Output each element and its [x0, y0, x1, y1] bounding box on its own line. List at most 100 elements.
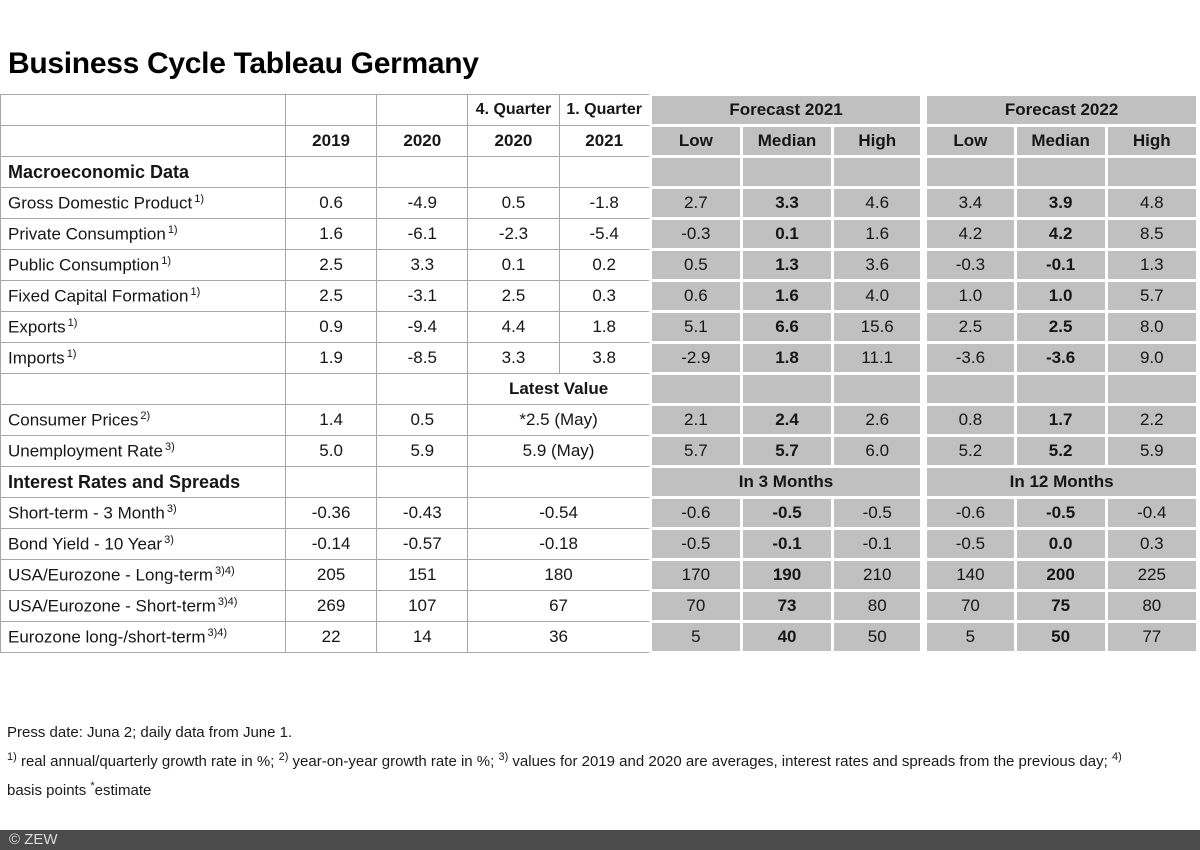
forecast-value-cell: 15.6 — [831, 310, 926, 344]
forecast-value-cell — [920, 372, 1017, 406]
footnote-line-1: 1) real annual/quarterly growth rate in … — [7, 751, 1122, 770]
row-label-cell: Gross Domestic Product 1) — [0, 187, 286, 219]
row-label-text: USA/Eurozone - Short-term — [8, 596, 216, 616]
empty-header-cell — [376, 94, 469, 126]
forecast-value-cell: -3.6 — [920, 341, 1017, 375]
merged-value-cell: 5.9 (May) — [467, 435, 651, 467]
forecast-value-cell: -0.4 — [1104, 496, 1199, 530]
value-cell: 2.5 — [467, 280, 560, 312]
forecast-value-cell: 0.3 — [1104, 527, 1199, 561]
table-row: Private Consumption 1) 1.6 -6.1 -2.3 -5.4 -0.3… — [0, 217, 1199, 251]
footnote-marker: 3)4) — [215, 564, 235, 577]
zew-credit-bar: © ZEW — [0, 830, 1200, 850]
forecast-value-cell: 4.2 — [920, 217, 1017, 251]
forecast-value-cell: -0.5 — [648, 527, 743, 561]
forecast-value-cell: 0.8 — [920, 403, 1017, 437]
footnote-text: year-on-year growth rate in %; — [288, 753, 499, 770]
table-row: Short-term - 3 Month 3) -0.36 -0.43 -0.54 -0.… — [0, 496, 1199, 530]
forecast-value-cell: -0.6 — [648, 496, 743, 530]
row-label-cell: Eurozone long-/short-term 3)4) — [0, 621, 286, 653]
forecast-horizon-header-cell: In 3 Months — [648, 465, 926, 499]
value-cell: -0.43 — [376, 497, 469, 529]
forecast-value-cell — [1013, 155, 1108, 189]
forecast-value-cell: 0.1 — [739, 217, 835, 251]
forecast-value-cell: 3.9 — [1013, 186, 1108, 220]
table-row: USA/Eurozone - Short-term 3)4) 269 107 67 70 7… — [0, 589, 1199, 623]
year-header-cell: 2020 — [467, 125, 560, 157]
forecast-value-cell: 75 — [1013, 589, 1108, 623]
forecast-value-cell: 3.4 — [920, 186, 1017, 220]
year-header-row: 2019 2020 2020 2021 Low Median High Low … — [0, 124, 1199, 158]
latest-value-header-cell: Latest Value — [467, 373, 651, 405]
value-cell: 3.3 — [376, 249, 469, 281]
table-row: USA/Eurozone - Long-term 3)4) 205 151 180 170… — [0, 558, 1199, 592]
range-header-cell-high: High — [1104, 124, 1199, 158]
value-cell: -6.1 — [376, 218, 469, 250]
table-row: Interest Rates and Spreads In 3 Months In … — [0, 465, 1199, 499]
value-cell — [558, 156, 651, 188]
forecast-value-cell: 210 — [831, 558, 926, 592]
row-label-text: Bond Yield - 10 Year — [8, 534, 163, 554]
row-label-cell: Fixed Capital Formation 1) — [0, 280, 286, 312]
footnote-marker: 3) — [498, 751, 509, 763]
row-label-text: Gross Domestic Product — [8, 193, 193, 213]
table-row: Public Consumption 1) 2.5 3.3 0.1 0.2 0.5 1.3 3.… — [0, 248, 1199, 282]
value-cell: 5.9 — [376, 435, 469, 467]
value-cell: -1.8 — [558, 187, 651, 219]
forecast-value-cell: 80 — [1104, 589, 1199, 623]
row-label-cell: Consumer Prices 2) — [0, 404, 286, 436]
forecast-value-cell: 170 — [648, 558, 743, 592]
forecast-value-cell: -0.5 — [739, 496, 835, 530]
footnote-marker: 3)4) — [217, 595, 238, 608]
forecast-value-cell: 2.6 — [831, 403, 926, 437]
row-label-cell: Bond Yield - 10 Year 3) — [0, 528, 286, 560]
value-cell: 0.5 — [467, 187, 560, 219]
forecast-value-cell: 8.0 — [1104, 310, 1199, 344]
forecast-value-cell: 73 — [739, 589, 835, 623]
forecast-value-cell — [831, 372, 926, 406]
value-cell: 0.2 — [558, 249, 651, 281]
forecast-value-cell: 5 — [920, 620, 1017, 654]
row-label-text: Imports — [8, 348, 65, 368]
value-cell: 3.8 — [558, 342, 651, 374]
value-cell: -0.36 — [284, 497, 378, 529]
tableau-table: 4. Quarter 1. Quarter Forecast 2021 Fore… — [0, 93, 1199, 654]
forecast-value-cell: 190 — [739, 558, 835, 592]
value-cell: 0.3 — [558, 280, 651, 312]
footnote-marker: 1) — [161, 254, 171, 267]
footnote-marker: 1) — [67, 316, 78, 329]
footnote-marker: 4) — [1111, 751, 1122, 763]
value-cell — [376, 466, 469, 498]
quarter-header-row: 4. Quarter 1. Quarter Forecast 2021 Fore… — [0, 93, 1199, 127]
row-label-cell: Public Consumption 1) — [0, 249, 286, 281]
row-label-cell: Short-term - 3 Month 3) — [0, 497, 286, 529]
forecast-value-cell: 1.0 — [920, 279, 1017, 313]
value-cell: 1.6 — [284, 218, 378, 250]
forecast-value-cell: 40 — [739, 620, 835, 654]
empty-header-cell — [0, 125, 286, 157]
forecast-value-cell: -0.5 — [1013, 496, 1108, 530]
forecast-value-cell: 8.5 — [1104, 217, 1199, 251]
forecast-value-cell: -0.5 — [831, 496, 926, 530]
merged-value-cell: 67 — [467, 590, 651, 622]
forecast-value-cell: 6.0 — [831, 434, 926, 468]
forecast-value-cell: 5.9 — [1104, 434, 1199, 468]
forecast-value-cell: 1.3 — [1104, 248, 1199, 282]
forecast-value-cell: 2.5 — [1013, 310, 1108, 344]
value-cell: 5.0 — [284, 435, 378, 467]
footnote-marker: 3) — [164, 440, 175, 453]
footnote-marker: 2) — [140, 409, 151, 422]
row-label-text: Unemployment Rate — [8, 441, 163, 461]
value-cell — [284, 466, 378, 498]
forecast-value-cell: 4.8 — [1104, 186, 1199, 220]
forecast-value-cell: 5.7 — [648, 434, 743, 468]
value-cell — [467, 156, 560, 188]
forecast-value-cell: 1.3 — [739, 248, 835, 282]
value-cell: -9.4 — [376, 311, 469, 343]
value-cell: 14 — [376, 621, 469, 653]
forecast-value-cell — [739, 372, 835, 406]
forecast-value-cell: 5.7 — [739, 434, 835, 468]
forecast-value-cell: 4.0 — [831, 279, 926, 313]
footnote-marker: 1) — [167, 223, 178, 236]
forecast-value-cell — [1104, 372, 1199, 406]
